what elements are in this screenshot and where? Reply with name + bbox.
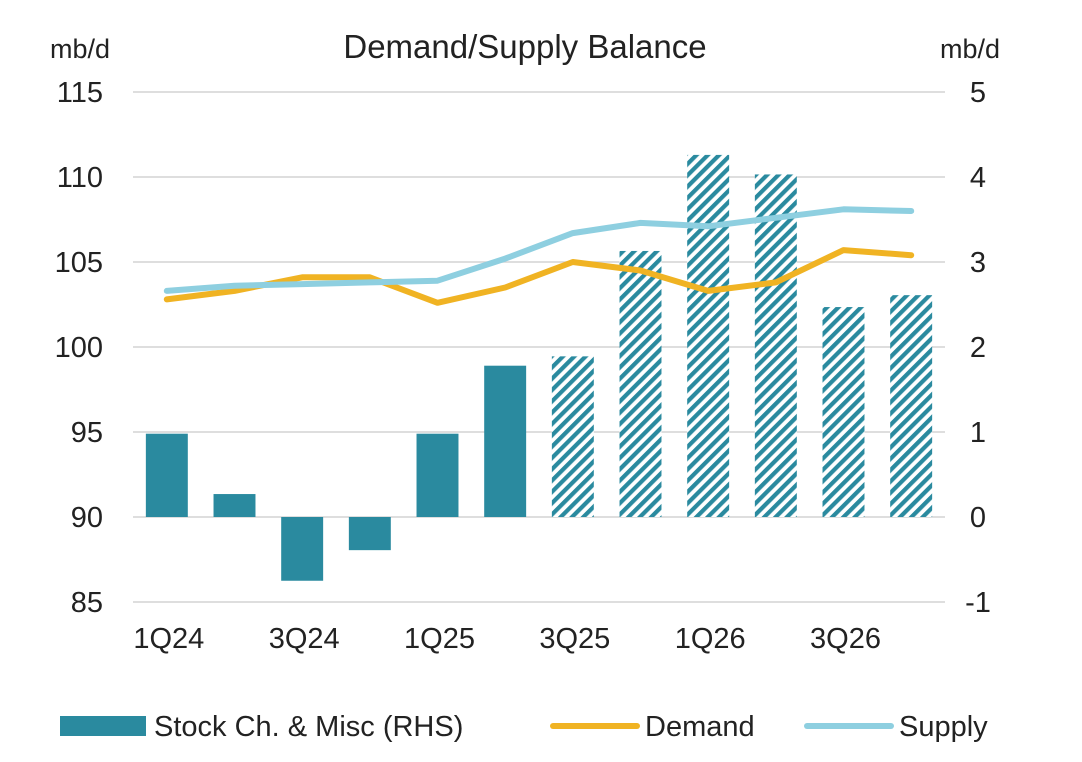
bar-4Q24 (348, 517, 391, 551)
right-tick-label: -1 (965, 587, 991, 619)
bar-3Q26 (822, 307, 865, 517)
right-axis-ticks: -1 0 1 2 3 4 5 (965, 77, 991, 619)
bar-4Q26 (890, 295, 933, 517)
right-tick-label: 3 (970, 247, 986, 279)
right-tick-label: 1 (970, 417, 986, 449)
right-tick-label: 5 (970, 77, 986, 109)
left-tick-label: 105 (55, 247, 103, 279)
chart-title: Demand/Supply Balance (343, 28, 706, 65)
right-tick-label: 2 (970, 332, 986, 364)
legend-label: Stock Ch. & Misc (RHS) (154, 711, 463, 743)
x-tick-label: 1Q26 (675, 623, 746, 655)
demand-supply-lines (163, 206, 915, 306)
x-tick-label: 1Q25 (404, 623, 475, 655)
supply-line (163, 206, 915, 294)
legend-label: Supply (899, 711, 988, 743)
bar-1Q24 (145, 433, 188, 517)
left-tick-label: 100 (55, 332, 103, 364)
left-tick-label: 85 (71, 587, 103, 619)
bar-3Q25 (551, 356, 594, 517)
right-tick-label: 4 (970, 162, 986, 194)
right-tick-label: 0 (970, 502, 986, 534)
legend-label: Demand (645, 711, 755, 743)
right-axis-unit: mb/d (940, 34, 1000, 64)
legend-key-stock-change (60, 716, 146, 736)
legend: Stock Ch. & Misc (RHS) Demand Supply (60, 711, 988, 743)
x-axis-ticks: 1Q24 3Q24 1Q25 3Q25 1Q26 3Q26 (133, 623, 881, 655)
left-tick-label: 90 (71, 502, 103, 534)
x-tick-label: 1Q24 (133, 623, 204, 655)
bar-2Q24 (213, 494, 256, 517)
gridlines (133, 91, 945, 603)
x-tick-label: 3Q26 (810, 623, 881, 655)
x-tick-label: 3Q24 (269, 623, 340, 655)
bar-2Q25 (484, 365, 527, 517)
bar-1Q26 (687, 154, 730, 517)
left-tick-label: 115 (57, 77, 103, 109)
stock-change-bars (145, 154, 933, 581)
x-tick-label: 3Q25 (539, 623, 610, 655)
bar-4Q25 (619, 250, 662, 517)
bar-1Q25 (416, 433, 459, 517)
left-axis-ticks: 85 90 95 100 105 110 115 (55, 77, 103, 619)
left-axis-unit: mb/d (50, 34, 110, 64)
left-tick-label: 95 (71, 417, 103, 449)
bar-3Q24 (281, 517, 324, 581)
demand-line (163, 247, 915, 306)
left-tick-label: 110 (57, 162, 103, 194)
bar-2Q26 (754, 174, 797, 517)
